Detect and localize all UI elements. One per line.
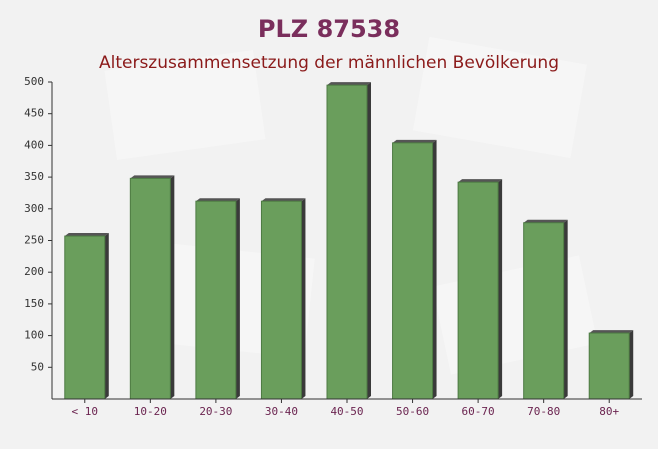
bar-shadow	[523, 219, 568, 223]
bar-shadow	[170, 175, 175, 399]
y-tick-label: 200	[24, 265, 44, 278]
chart-title: PLZ 87538	[258, 15, 400, 43]
x-tick-label: 40-50	[330, 405, 363, 418]
bar-shadow	[195, 198, 240, 202]
x-tick-label: 20-30	[199, 405, 232, 418]
bar-shadow	[458, 179, 503, 183]
x-tick-label: 50-60	[396, 405, 429, 418]
bar	[64, 235, 106, 400]
y-tick-label: 450	[24, 107, 44, 120]
bar	[392, 142, 434, 400]
x-tick-label: 60-70	[462, 405, 495, 418]
bar-shadow	[589, 330, 634, 334]
y-tick-label: 500	[24, 75, 44, 88]
bar	[457, 181, 499, 400]
bar-shadow	[130, 175, 175, 179]
bar-shadow	[392, 139, 437, 143]
y-tick-label: 50	[31, 360, 44, 373]
bar-shadow	[64, 233, 109, 237]
x-tick-label: 10-20	[134, 405, 167, 418]
x-tick-label: 80+	[599, 405, 619, 418]
bar-shadow	[235, 198, 240, 399]
y-tick-label: 250	[24, 234, 44, 247]
chart-subtitle: Alterszusammensetzung der männlichen Bev…	[99, 53, 559, 73]
y-tick-label: 100	[24, 329, 44, 342]
bar-shadow	[301, 198, 306, 399]
bar	[326, 84, 368, 400]
y-tick-label: 350	[24, 170, 44, 183]
bar-shadow	[104, 233, 109, 399]
bar-shadow	[629, 330, 634, 399]
bar-shadow	[327, 82, 371, 86]
bar-shadow	[367, 82, 371, 400]
x-tick-label: 70-80	[527, 405, 560, 418]
bar	[260, 200, 302, 400]
bar	[523, 222, 565, 400]
bar	[588, 332, 630, 400]
bar	[129, 177, 171, 400]
y-tick-label: 300	[24, 202, 44, 215]
bar-shadow	[498, 179, 503, 399]
bar-shadow	[261, 198, 306, 202]
bar-shadow	[563, 219, 568, 399]
x-tick-label: 30-40	[265, 405, 298, 418]
bar-shadow	[432, 139, 437, 399]
y-tick-label: 400	[24, 138, 44, 151]
x-tick-label: < 10	[72, 405, 99, 418]
bar	[195, 200, 237, 400]
y-tick-label: 150	[24, 297, 44, 310]
